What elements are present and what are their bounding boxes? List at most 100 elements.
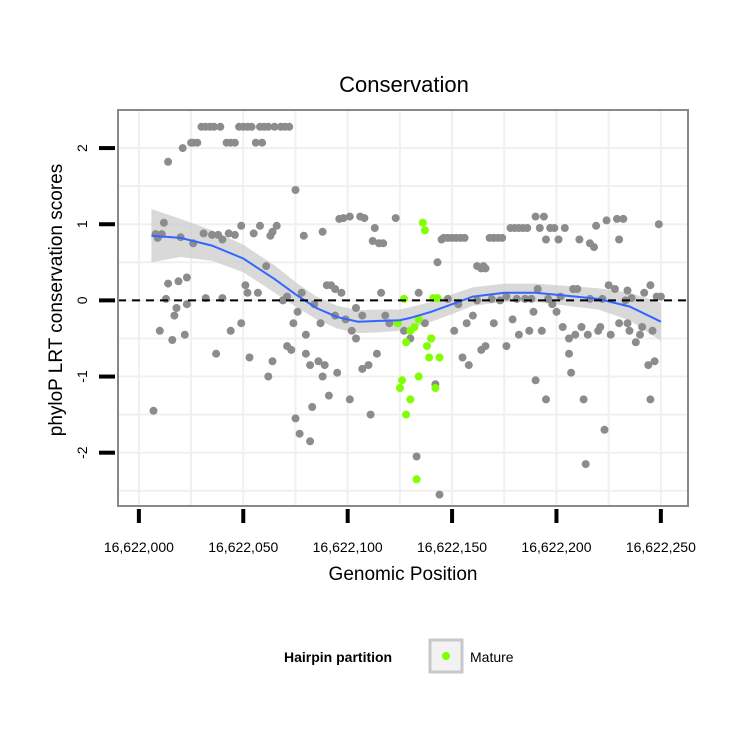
data-point-other bbox=[615, 235, 624, 244]
data-point-other bbox=[381, 311, 390, 320]
data-point-other bbox=[289, 319, 298, 328]
data-point-other bbox=[245, 353, 254, 362]
legend-key-mature-dot bbox=[442, 652, 450, 660]
data-point-other bbox=[542, 395, 550, 404]
data-point-other bbox=[193, 138, 202, 147]
data-point-other bbox=[318, 227, 327, 236]
data-point-mature bbox=[406, 395, 415, 404]
data-point-other bbox=[218, 235, 227, 244]
data-point-other bbox=[172, 304, 181, 312]
data-point-other bbox=[230, 230, 239, 239]
data-point-other bbox=[306, 361, 315, 370]
data-point-other bbox=[579, 395, 588, 404]
data-point-other bbox=[377, 288, 386, 297]
data-point-other bbox=[554, 235, 563, 244]
data-point-other bbox=[606, 330, 615, 339]
data-point-mature bbox=[418, 218, 427, 227]
data-point-other bbox=[268, 357, 277, 366]
data-point-other bbox=[631, 338, 640, 347]
data-point-other bbox=[654, 220, 663, 229]
data-point-other bbox=[182, 273, 191, 282]
data-point-other bbox=[264, 372, 273, 381]
data-point-other bbox=[306, 437, 315, 446]
legend-label-mature: Mature bbox=[470, 649, 514, 665]
data-point-other bbox=[615, 319, 624, 328]
data-point-other bbox=[558, 323, 567, 331]
data-point-other bbox=[247, 122, 256, 131]
data-point-other bbox=[443, 294, 452, 303]
data-point-other bbox=[638, 323, 647, 331]
data-point-other bbox=[208, 230, 216, 239]
data-point-other bbox=[352, 334, 360, 343]
data-point-other bbox=[270, 122, 279, 131]
data-point-other bbox=[372, 349, 381, 358]
data-point-other bbox=[149, 406, 158, 415]
data-point-mature bbox=[414, 372, 423, 381]
data-point-other bbox=[502, 342, 511, 351]
data-point-other bbox=[573, 285, 582, 293]
data-point-mature bbox=[420, 226, 429, 235]
y-tick-label: 1 bbox=[74, 220, 90, 228]
data-point-other bbox=[531, 376, 540, 385]
x-tick-label: 16,622,100 bbox=[313, 539, 383, 555]
data-point-other bbox=[230, 138, 239, 147]
data-point-mature bbox=[412, 475, 421, 484]
data-point-other bbox=[262, 262, 271, 271]
data-point-other bbox=[527, 294, 536, 303]
data-point-other bbox=[314, 357, 323, 366]
data-point-other bbox=[531, 212, 540, 221]
data-point-other bbox=[256, 221, 264, 230]
data-point-other bbox=[560, 224, 569, 232]
data-point-other bbox=[291, 186, 300, 194]
data-point-other bbox=[610, 285, 619, 293]
data-point-other bbox=[577, 323, 586, 331]
data-point-other bbox=[164, 157, 173, 166]
x-axis-label: Genomic Position bbox=[329, 564, 478, 585]
data-point-other bbox=[237, 221, 246, 230]
data-point-other bbox=[575, 235, 584, 244]
data-point-other bbox=[216, 122, 225, 131]
data-point-other bbox=[533, 285, 542, 293]
data-point-other bbox=[619, 214, 628, 223]
data-point-other bbox=[352, 304, 360, 312]
data-point-other bbox=[316, 319, 325, 328]
data-point-other bbox=[180, 330, 189, 339]
data-point-mature bbox=[433, 294, 442, 303]
data-point-other bbox=[420, 319, 429, 328]
data-point-other bbox=[460, 233, 469, 242]
data-point-other bbox=[283, 292, 292, 301]
data-point-other bbox=[571, 330, 580, 339]
data-point-other bbox=[498, 233, 507, 242]
data-point-mature bbox=[423, 342, 431, 351]
data-point-other bbox=[370, 224, 379, 232]
smooth-line bbox=[151, 234, 662, 323]
data-point-other bbox=[178, 144, 187, 153]
data-point-other bbox=[502, 292, 511, 301]
y-tick-label: 2 bbox=[74, 144, 90, 152]
data-point-other bbox=[391, 214, 400, 223]
y-axis: -2 -1 0 1 2 bbox=[74, 144, 115, 459]
data-point-mature bbox=[435, 353, 444, 362]
data-point-other bbox=[379, 239, 388, 248]
data-point-other bbox=[170, 311, 179, 320]
data-point-other bbox=[291, 414, 300, 423]
data-point-other bbox=[523, 224, 532, 232]
data-point-other bbox=[162, 294, 170, 303]
data-point-other bbox=[514, 330, 523, 339]
data-point-other bbox=[565, 349, 573, 358]
data-point-mature bbox=[410, 323, 419, 331]
data-point-other bbox=[212, 349, 221, 358]
data-point-other bbox=[458, 353, 467, 362]
data-point-other bbox=[308, 403, 317, 411]
data-point-other bbox=[333, 368, 342, 377]
y-tick-label: -1 bbox=[74, 370, 90, 383]
data-point-mature bbox=[395, 384, 404, 392]
data-point-other bbox=[623, 286, 632, 295]
data-point-other bbox=[592, 221, 601, 230]
data-point-other bbox=[168, 336, 177, 344]
data-point-other bbox=[345, 395, 354, 404]
data-point-other bbox=[481, 342, 490, 351]
data-point-other bbox=[623, 319, 632, 328]
data-point-other bbox=[613, 214, 621, 223]
legend: Hairpin partition Mature bbox=[284, 638, 514, 674]
